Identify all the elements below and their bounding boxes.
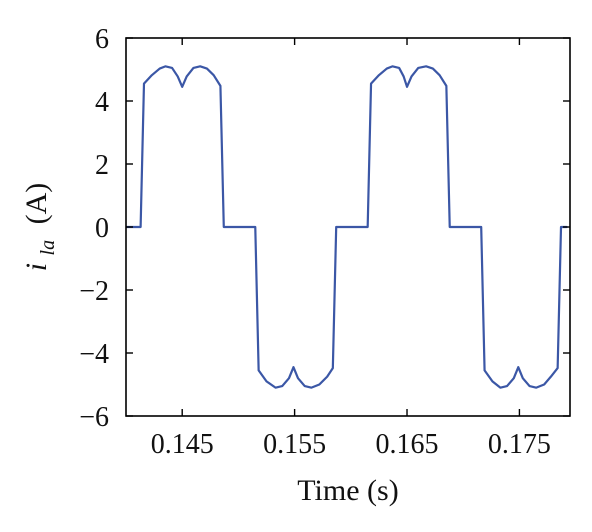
y-axis-subscript: la	[37, 240, 59, 256]
y-tick-label: 6	[95, 24, 109, 55]
y-axis-unit: (A)	[20, 183, 53, 225]
x-axis-ticks: 0.145 0.155 0.165 0.175	[151, 38, 551, 460]
y-tick-label: 4	[95, 87, 109, 118]
plot-series-group	[126, 65, 568, 389]
y-axis-ticks: −6 −4 −2 0 2 4 6	[79, 24, 570, 433]
x-tick-label: 0.145	[151, 429, 214, 460]
y-axis-title: i la (A)	[20, 183, 61, 272]
y-axis-symbol: i	[20, 263, 53, 271]
y-tick-label: −6	[79, 402, 109, 433]
x-tick-label: 0.155	[263, 429, 326, 460]
x-axis-title: Time (s)	[297, 474, 398, 507]
y-tick-label: −4	[79, 339, 109, 370]
x-tick-label: 0.165	[376, 429, 439, 460]
y-tick-label: 2	[95, 150, 109, 181]
series-line-1	[126, 65, 568, 389]
x-tick-label: 0.175	[488, 429, 551, 460]
y-tick-label: −2	[79, 276, 109, 307]
y-tick-label: 0	[95, 213, 109, 244]
